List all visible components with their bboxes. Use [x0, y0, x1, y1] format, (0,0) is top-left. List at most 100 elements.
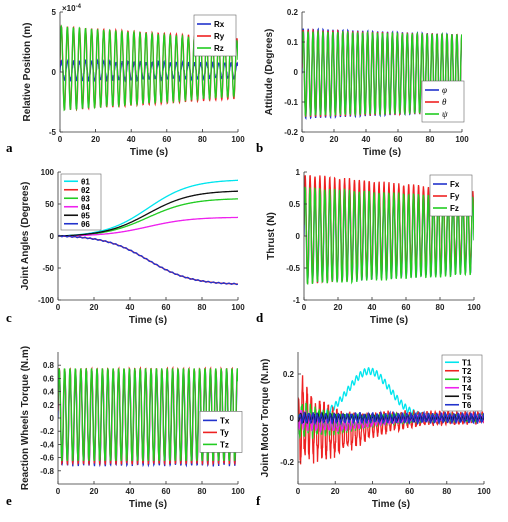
x-tick-label: 20 [90, 487, 99, 496]
x-tick-label: 60 [402, 303, 411, 312]
x-tick-label: 20 [331, 487, 340, 496]
legend-entry: θ [442, 97, 447, 107]
series-group [58, 179, 238, 286]
legend-box [60, 173, 102, 231]
x-tick-label: 100 [231, 487, 245, 496]
x-tick-label: 0 [300, 135, 305, 144]
y-tick-label: -0.5 [286, 264, 300, 273]
y-tick-label: 100 [41, 168, 55, 177]
legend: Rx Ry Rz [193, 14, 237, 57]
x-tick-label: 100 [467, 303, 481, 312]
legend-entry: Rz [214, 44, 224, 53]
series-group [304, 175, 474, 286]
y-exponent: ×10-4 [62, 4, 82, 13]
panel-letter: c [6, 310, 12, 325]
legend-entry: Rx [214, 20, 225, 29]
y-tick-label: 0.6 [43, 374, 55, 383]
y-tick-label: -0.1 [284, 98, 298, 107]
y-tick-label: -0.2 [280, 458, 294, 467]
series-line-d-2 [304, 186, 474, 286]
y-axis-label: Joint Angles (Degrees) [20, 182, 31, 291]
panel-letter: f [256, 493, 261, 508]
series-group [60, 24, 238, 112]
legend: φθψ [421, 80, 465, 123]
legend-entry: θ1 [81, 177, 90, 186]
y-tick-label: 0 [296, 232, 301, 241]
panel-d: 0 20 40 60 80 100 1 0.5 0 -0.5 -1 Time (s) Thrust (N… [256, 168, 481, 326]
y-tick-label: 0 [52, 68, 57, 77]
series-line-c-4 [58, 190, 238, 237]
y-tick-label: 0 [294, 68, 299, 77]
y-tick-label: 1 [296, 168, 301, 177]
legend-entry: Fz [450, 204, 459, 213]
panel-f: 0 20 40 60 80 100 0.2 0 -0.2 Time (s) Joint Motor … [256, 352, 491, 510]
legend-entry: θ6 [81, 220, 90, 229]
x-tick-label: 40 [362, 135, 371, 144]
x-tick-label: 80 [198, 303, 207, 312]
x-tick-label: 0 [302, 303, 307, 312]
y-tick-label: -0.4 [40, 440, 54, 449]
y-tick-label: 0.8 [43, 361, 55, 370]
legend-entry: ψ [442, 109, 448, 119]
y-tick-label: -100 [38, 296, 55, 305]
x-tick-label: 80 [436, 303, 445, 312]
x-tick-label: 40 [368, 303, 377, 312]
y-axis-label: Thrust (N) [266, 212, 277, 260]
y-tick-label: 5 [52, 8, 57, 17]
y-axis-label: Reaction Wheels Torque (N.m) [20, 346, 31, 490]
x-tick-label: 40 [368, 487, 377, 496]
panel-letter: d [256, 310, 264, 325]
y-tick-label: 0.2 [43, 401, 55, 410]
y-tick-label: 0.2 [287, 8, 299, 17]
legend-entry: T2 [462, 367, 472, 376]
y-tick-label: -5 [49, 128, 57, 137]
x-tick-label: 20 [334, 303, 343, 312]
x-tick-label: 60 [394, 135, 403, 144]
x-tick-label: 100 [455, 135, 469, 144]
x-tick-label: 0 [56, 303, 61, 312]
y-tick-label: -50 [42, 264, 54, 273]
legend-box [441, 354, 483, 412]
y-tick-label: 0.4 [43, 388, 55, 397]
panel-e: 0 20 40 60 80 100 0.8 0.6 0.4 0.2 0 -0.2 -0.4 -0.6 -0.… [6, 346, 245, 510]
x-tick-label: 40 [126, 303, 135, 312]
x-tick-label: 0 [58, 135, 63, 144]
legend-entry: θ3 [81, 194, 90, 203]
x-tick-label: 80 [198, 487, 207, 496]
panel-letter: a [6, 140, 13, 155]
x-axis-label: Time (s) [370, 315, 408, 326]
legend-entry: T3 [462, 375, 472, 384]
x-tick-label: 20 [330, 135, 339, 144]
legend-entry: T6 [462, 401, 472, 410]
y-axis-label: Relative Position (m) [22, 23, 33, 122]
x-tick-label: 0 [296, 487, 301, 496]
y-tick-label: 50 [45, 200, 54, 209]
x-axis-label: Time (s) [129, 499, 167, 510]
x-tick-label: 60 [405, 487, 414, 496]
legend-entry: θ2 [81, 186, 90, 195]
x-tick-label: 0 [56, 487, 61, 496]
panel-letter: e [6, 493, 12, 508]
panel-c: 0 20 40 60 80 100 100 50 0 -50 -100 Time (s) Joint A… [6, 168, 245, 326]
x-tick-label: 60 [162, 303, 171, 312]
y-tick-label: 0 [50, 414, 55, 423]
legend-entry: Fx [450, 180, 460, 189]
legend-entry: φ [442, 85, 447, 95]
x-axis-label: Time (s) [363, 147, 401, 158]
y-tick-label: 0 [290, 414, 295, 423]
x-tick-label: 80 [426, 135, 435, 144]
x-axis-label: Time (s) [130, 147, 168, 158]
series-group [58, 365, 238, 468]
y-tick-label: -0.2 [284, 128, 298, 137]
y-axis-label: Joint Motor Torque (N.m) [260, 359, 271, 478]
y-tick-label: -0.8 [40, 467, 54, 476]
x-tick-label: 80 [198, 135, 207, 144]
y-tick-label: 0.1 [287, 38, 299, 47]
y-tick-label: 0 [50, 232, 55, 241]
y-tick-label: 0.5 [289, 200, 301, 209]
series-line-f-5 [298, 410, 484, 426]
series-group [298, 367, 484, 465]
legend-entry: T5 [462, 392, 472, 401]
